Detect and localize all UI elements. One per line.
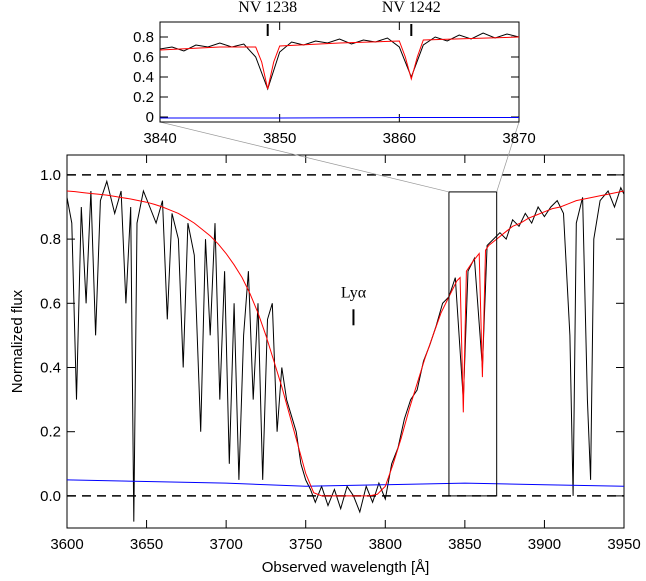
y-tick-label: 0.8 (40, 231, 61, 248)
connector (496, 121, 520, 193)
series-line (67, 190, 624, 497)
x-axis-label: Observed wavelength [Å] (262, 559, 430, 576)
y-axis-label: Normalized flux (9, 289, 26, 393)
series-line (67, 179, 624, 522)
x-tick-label: 3750 (289, 536, 322, 553)
annotation: NV 1238 (238, 0, 297, 16)
y-tick-label: 0.2 (133, 89, 154, 106)
y-tick-label: 0.8 (133, 29, 154, 46)
y-tick-label: 0.4 (40, 360, 61, 377)
x-tick-label: 3650 (130, 536, 163, 553)
x-tick-label: 3600 (50, 536, 83, 553)
x-tick-label: 3870 (502, 130, 535, 147)
plot-frame (66, 154, 625, 529)
x-tick-label: 3950 (607, 536, 640, 553)
x-tick-label: 3800 (369, 536, 402, 553)
x-tick-label: 3850 (448, 536, 481, 553)
plot-frame (159, 21, 520, 123)
x-tick-label: 3700 (209, 536, 242, 553)
y-tick-label: 1.0 (40, 167, 61, 184)
y-tick-label: 0.6 (133, 49, 154, 66)
x-tick-label: 3900 (528, 536, 561, 553)
x-tick-label: 3840 (143, 130, 176, 147)
x-tick-label: 3850 (263, 130, 296, 147)
annotation: NV 1242 (382, 0, 441, 16)
series-line (160, 117, 519, 119)
y-tick-label: 0.2 (40, 424, 61, 441)
y-tick-label: 0.4 (133, 69, 154, 86)
x-tick-label: 3860 (383, 130, 416, 147)
y-tick-label: 0 (146, 109, 154, 126)
series-line (67, 479, 624, 487)
annotation: Lyα (341, 284, 367, 301)
y-tick-label: 0.6 (40, 295, 61, 312)
series-line (160, 32, 519, 91)
connector (159, 121, 450, 193)
y-tick-label: 0.0 (40, 488, 61, 505)
series-line (160, 36, 519, 90)
zoom-box (448, 191, 498, 497)
